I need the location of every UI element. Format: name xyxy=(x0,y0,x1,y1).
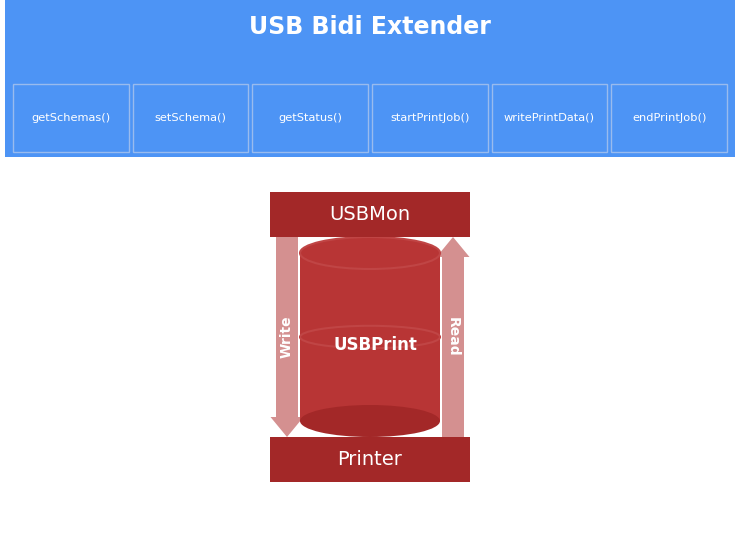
Text: USB Bidi Extender: USB Bidi Extender xyxy=(249,15,491,39)
Text: setSchema(): setSchema() xyxy=(155,113,226,123)
Text: getSchemas(): getSchemas() xyxy=(31,113,110,123)
Ellipse shape xyxy=(300,237,440,269)
Text: startPrintJob(): startPrintJob() xyxy=(390,113,469,123)
Text: getStatus(): getStatus() xyxy=(278,113,342,123)
FancyBboxPatch shape xyxy=(252,84,368,152)
Ellipse shape xyxy=(300,405,440,437)
FancyBboxPatch shape xyxy=(491,84,608,152)
FancyBboxPatch shape xyxy=(270,192,470,237)
Text: writePrintData(): writePrintData() xyxy=(504,113,595,123)
FancyBboxPatch shape xyxy=(270,437,470,482)
Polygon shape xyxy=(437,237,469,437)
Text: USBMon: USBMon xyxy=(329,205,411,224)
Polygon shape xyxy=(300,253,440,421)
FancyBboxPatch shape xyxy=(13,84,129,152)
Text: Write: Write xyxy=(280,316,294,358)
FancyBboxPatch shape xyxy=(132,84,249,152)
FancyBboxPatch shape xyxy=(5,0,735,157)
Polygon shape xyxy=(271,237,303,437)
Text: endPrintJob(): endPrintJob() xyxy=(632,113,707,123)
FancyBboxPatch shape xyxy=(372,84,488,152)
Text: Printer: Printer xyxy=(337,450,403,469)
FancyBboxPatch shape xyxy=(611,84,727,152)
Text: Read: Read xyxy=(446,317,460,357)
Text: USBPrint: USBPrint xyxy=(333,336,417,354)
